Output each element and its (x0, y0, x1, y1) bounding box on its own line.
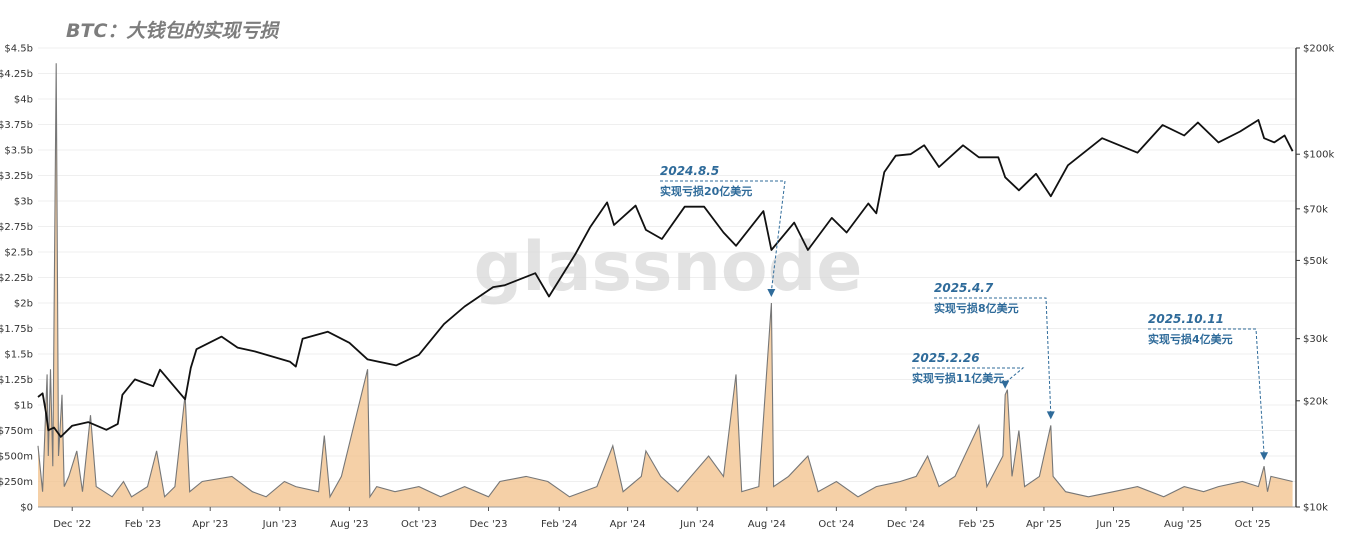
btc-price-line (37, 119, 1294, 438)
watermark: glassnode (474, 228, 863, 307)
annotation-date: 2025.4.7 (934, 281, 994, 295)
left-tick-label: $2.25b (0, 273, 33, 284)
left-tick-label: $2b (14, 299, 33, 310)
right-tick-label: $20k (1303, 396, 1328, 407)
left-tick-label: $3b (14, 197, 33, 208)
right-tick-label: $50k (1303, 256, 1328, 267)
annotation-1: 2025.2.26 实现亏损11亿美元 (912, 351, 1025, 389)
x-tick-label: Oct '25 (1235, 519, 1271, 530)
left-tick-label: $4.5b (4, 44, 33, 55)
x-tick-label: Feb '23 (125, 519, 161, 530)
left-tick-label: $0 (20, 503, 33, 514)
annotation-date: 2025.10.11 (1148, 312, 1224, 326)
left-tick-label: $3.75b (0, 120, 33, 131)
x-tick-label: Dec '24 (887, 519, 925, 530)
x-tick-label: Oct '24 (818, 519, 854, 530)
annotation-text: 实现亏损11亿美元 (912, 371, 1004, 385)
annotation-arrowhead (1260, 452, 1269, 461)
btc-price-series (37, 119, 1294, 438)
x-tick-label: Feb '25 (958, 519, 994, 530)
x-tick-label: Apr '23 (192, 519, 228, 530)
right-tick-label: $10k (1303, 503, 1328, 514)
x-tick-label: Dec '22 (53, 519, 91, 530)
x-tick-label: Jun '25 (1095, 519, 1130, 530)
annotation-text: 实现亏损4亿美元 (1148, 332, 1233, 346)
annotation-date: 2025.2.26 (912, 351, 980, 365)
annotation-leader (912, 367, 1025, 384)
x-tick-label: Aug '25 (1164, 519, 1202, 530)
left-tick-label: $1.25b (0, 375, 33, 386)
annotation-2: 2025.4.7 实现亏损8亿美元 (934, 281, 1055, 420)
x-tick-label: Feb '24 (541, 519, 577, 530)
annotation-arrowhead (767, 289, 776, 297)
right-tick-label: $200k (1303, 44, 1334, 55)
right-tick-label: $100k (1303, 150, 1334, 161)
right-tick-label: $30k (1303, 334, 1328, 345)
right-axis-ticks: $10k $20k $30k $50k $70k $100k $200k (1296, 44, 1334, 514)
x-tick-label: Aug '23 (330, 519, 368, 530)
left-tick-label: $2.5b (4, 248, 33, 259)
x-tick-label: Oct '23 (401, 519, 437, 530)
annotation-arrowhead (1001, 380, 1010, 389)
annotation-date: 2024.8.5 (660, 164, 719, 178)
annotations: 2024.8.5实现亏损20亿美元2025.2.26实现亏损11亿美元2025.… (660, 164, 1269, 461)
left-tick-label: $1b (14, 401, 33, 412)
chart-title: BTC：大钱包的实现亏损 (66, 20, 279, 42)
annotation-text: 实现亏损8亿美元 (934, 301, 1019, 315)
realized-loss-series (37, 63, 1293, 508)
x-tick-label: Dec '23 (469, 519, 507, 530)
x-axis-ticks: Dec '22 Feb '23 Apr '23 Jun '23 Aug '23 Oct '… (53, 507, 1271, 530)
right-tick-label: $70k (1303, 204, 1328, 215)
left-tick-label: $500m (0, 452, 33, 463)
left-axis-ticks: $0 $250m $500m $750m $1b $1.25b $1.5b $1.75b $2b… (0, 44, 33, 514)
x-tick-label: Aug '24 (748, 519, 786, 530)
left-tick-label: $4.25b (0, 69, 33, 80)
left-tick-label: $250m (0, 477, 33, 488)
annotation-0: 2024.8.5 实现亏损20亿美元 (660, 164, 786, 297)
left-tick-label: $1.5b (4, 350, 33, 361)
left-tick-label: $3.5b (4, 146, 33, 157)
x-tick-label: Jun '23 (262, 519, 297, 530)
left-tick-label: $750m (0, 426, 33, 437)
annotation-3: 2025.10.11 实现亏损4亿美元 (1148, 312, 1269, 461)
x-tick-label: Apr '24 (610, 519, 646, 530)
left-tick-label: $4b (14, 95, 33, 106)
annotation-leader (934, 297, 1052, 414)
left-tick-label: $2.75b (0, 222, 33, 233)
left-tick-label: $1.75b (0, 324, 33, 335)
realized-loss-line (37, 63, 1293, 499)
x-tick-label: Apr '25 (1026, 519, 1062, 530)
annotation-arrowhead (1046, 411, 1055, 420)
axes (38, 48, 1297, 508)
left-tick-label: $3.25b (0, 171, 33, 182)
annotation-leader (1148, 328, 1265, 455)
annotation-leader (660, 180, 786, 292)
annotation-text: 实现亏损20亿美元 (660, 184, 752, 198)
x-tick-label: Jun '24 (679, 519, 714, 530)
